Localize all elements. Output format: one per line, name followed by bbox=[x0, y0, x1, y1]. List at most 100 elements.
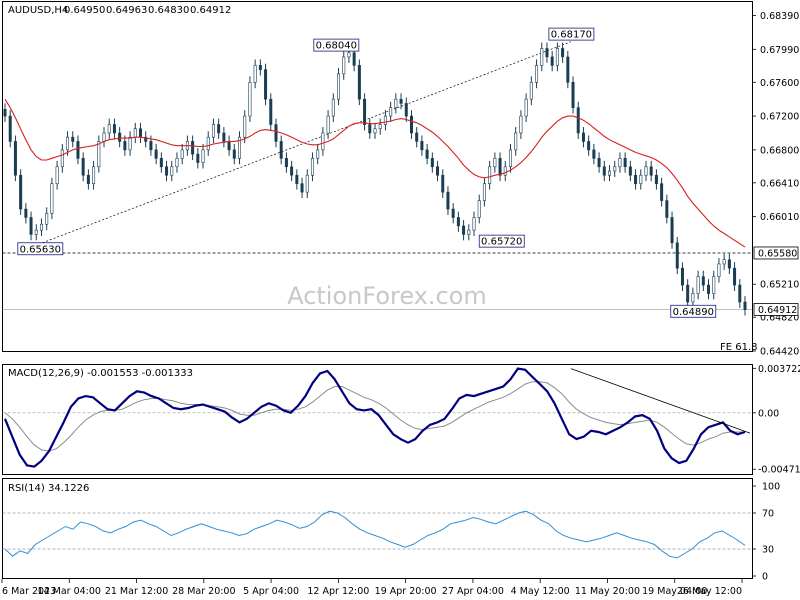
axis-layer: 0.68390 0.67990 0.67600 0.67200 0.66800 0.664… bbox=[1, 11, 800, 597]
rsi-layer bbox=[2, 510, 752, 559]
rsi-title: RSI(14) 34.1226 bbox=[8, 483, 89, 494]
candle-body bbox=[675, 242, 679, 269]
candle-body bbox=[743, 301, 747, 310]
moving-average-line bbox=[4, 98, 746, 248]
candle-body bbox=[430, 158, 434, 168]
macd-tick-label: -0.004716 bbox=[758, 465, 800, 476]
candle-body bbox=[29, 217, 33, 235]
candle-body bbox=[258, 65, 262, 70]
x-tick-label: 11 May 20:00 bbox=[575, 586, 640, 597]
price-box-frame bbox=[753, 246, 799, 260]
candle-body bbox=[425, 149, 429, 159]
candle-body bbox=[337, 73, 341, 100]
macd-trend-line bbox=[570, 368, 751, 434]
candle-body bbox=[477, 200, 481, 218]
macd-panel bbox=[2, 364, 753, 475]
rsi-tick-label: 0 bbox=[762, 572, 768, 583]
candle-body bbox=[191, 141, 195, 155]
x-tick-label: 12 Apr 12:00 bbox=[307, 586, 369, 597]
candle-body bbox=[92, 166, 96, 184]
candle-body bbox=[451, 208, 455, 218]
candle-body bbox=[196, 153, 200, 163]
x-tick-label: 26 May 12:00 bbox=[677, 586, 742, 597]
candle-body bbox=[342, 56, 346, 75]
candle-body bbox=[118, 132, 122, 142]
candle-body bbox=[649, 166, 653, 176]
x-tick-label: 14 Mar 04:00 bbox=[38, 586, 101, 597]
candle-body bbox=[238, 136, 242, 159]
candle-body bbox=[696, 276, 700, 294]
annotation-box bbox=[478, 234, 525, 248]
candle-body bbox=[634, 174, 638, 184]
price-tick-label: 0.67990 bbox=[760, 45, 799, 56]
candle-body bbox=[34, 229, 38, 235]
price-tick-label: 0.65210 bbox=[760, 280, 799, 291]
macd-tick-label: 0.003722 bbox=[758, 364, 800, 375]
candle-body bbox=[623, 158, 627, 168]
candle-body bbox=[514, 132, 518, 151]
candle-body bbox=[581, 132, 585, 142]
candle-body bbox=[399, 98, 403, 104]
candle-body bbox=[217, 124, 221, 134]
x-tick-label: 5 Apr 04:00 bbox=[243, 586, 299, 597]
candle-body bbox=[50, 183, 54, 214]
candle-body bbox=[498, 158, 502, 176]
candle-body bbox=[462, 225, 466, 235]
price-annotation: 0.64890 bbox=[670, 304, 717, 318]
annotation-label: 0.68040 bbox=[316, 41, 357, 52]
x-tick-label: 6 Mar 2023 bbox=[2, 586, 56, 597]
candle-body bbox=[284, 158, 288, 168]
ohlc-high: 0.64963 bbox=[106, 5, 147, 16]
candle-body bbox=[8, 115, 12, 142]
candle-body bbox=[321, 132, 325, 151]
candle-body bbox=[680, 267, 684, 286]
candle-body bbox=[107, 124, 111, 134]
candle-body bbox=[45, 212, 49, 225]
price-tick-label: 0.64420 bbox=[760, 347, 799, 358]
candle-body bbox=[60, 149, 64, 168]
candle-body bbox=[300, 183, 304, 193]
annotation-box bbox=[548, 27, 595, 41]
candle-body bbox=[154, 149, 158, 159]
rsi-line bbox=[4, 510, 746, 559]
candle-body bbox=[316, 149, 320, 159]
candle-body bbox=[618, 158, 622, 168]
candle-body bbox=[436, 166, 440, 176]
price-box-frame bbox=[753, 303, 799, 316]
candle-body bbox=[670, 217, 674, 244]
candle-body bbox=[717, 263, 721, 277]
candle-body bbox=[269, 98, 273, 125]
price-tick-label: 0.67600 bbox=[760, 78, 799, 89]
macd-tick-label: 0.00 bbox=[758, 408, 779, 419]
candle-body bbox=[472, 217, 476, 231]
candle-body bbox=[540, 48, 544, 66]
candle-body bbox=[24, 208, 28, 218]
candle-body bbox=[456, 217, 460, 227]
symbol-title: AUDUSD,H4 bbox=[8, 5, 68, 16]
annotation-box bbox=[17, 242, 64, 256]
last-price-box: 0.64912 bbox=[753, 303, 799, 316]
candle-body bbox=[576, 107, 580, 134]
candle-body bbox=[660, 183, 664, 201]
candle-body bbox=[180, 149, 184, 159]
candle-body bbox=[363, 98, 367, 125]
candle-body bbox=[441, 174, 445, 193]
candle-body bbox=[253, 65, 257, 83]
candle-body bbox=[738, 284, 742, 303]
candle-body bbox=[326, 115, 330, 134]
fe-label: FE 61.8 bbox=[720, 342, 758, 353]
candle-body bbox=[665, 200, 669, 218]
x-tick-label: 28 Mar 20:00 bbox=[172, 586, 235, 597]
candle-body bbox=[331, 98, 335, 117]
candle-body bbox=[170, 166, 174, 176]
candle-body bbox=[159, 158, 163, 168]
candle-body bbox=[3, 109, 7, 117]
candle-body bbox=[686, 284, 690, 303]
candle-body bbox=[347, 52, 351, 58]
candle-body bbox=[394, 98, 398, 108]
candle-body bbox=[707, 284, 711, 294]
level-price-box: 0.65580 bbox=[753, 246, 799, 260]
candle-body bbox=[639, 174, 643, 184]
candle-body bbox=[383, 115, 387, 125]
